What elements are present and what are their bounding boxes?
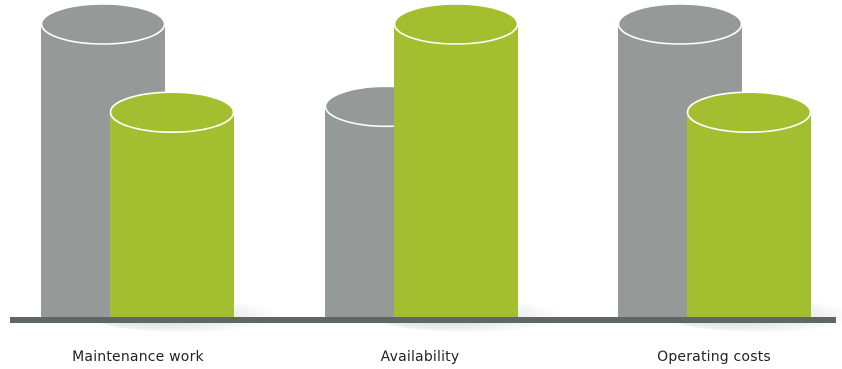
- category-label-maintenance-work: Maintenance work: [72, 349, 204, 365]
- bars-layer: [40, 3, 812, 318]
- bar-maintenance-work-green: [109, 91, 235, 318]
- bar-availability-green: [393, 3, 519, 318]
- bar-top-cap: [617, 3, 743, 45]
- category-labels: Maintenance work Availability Operating …: [72, 349, 771, 365]
- bar-body: [110, 112, 234, 318]
- bar-body: [394, 24, 518, 318]
- bar-top-cap: [686, 91, 812, 133]
- bar-operating-costs-green: [686, 91, 812, 318]
- bar-top-cap: [40, 3, 166, 45]
- bar-body: [687, 112, 811, 318]
- category-label-operating-costs: Operating costs: [657, 349, 771, 365]
- bar-top-cap: [109, 91, 235, 133]
- chart-baseline: [10, 317, 836, 323]
- category-label-availability: Availability: [381, 349, 460, 365]
- bar-top-cap: [393, 3, 519, 45]
